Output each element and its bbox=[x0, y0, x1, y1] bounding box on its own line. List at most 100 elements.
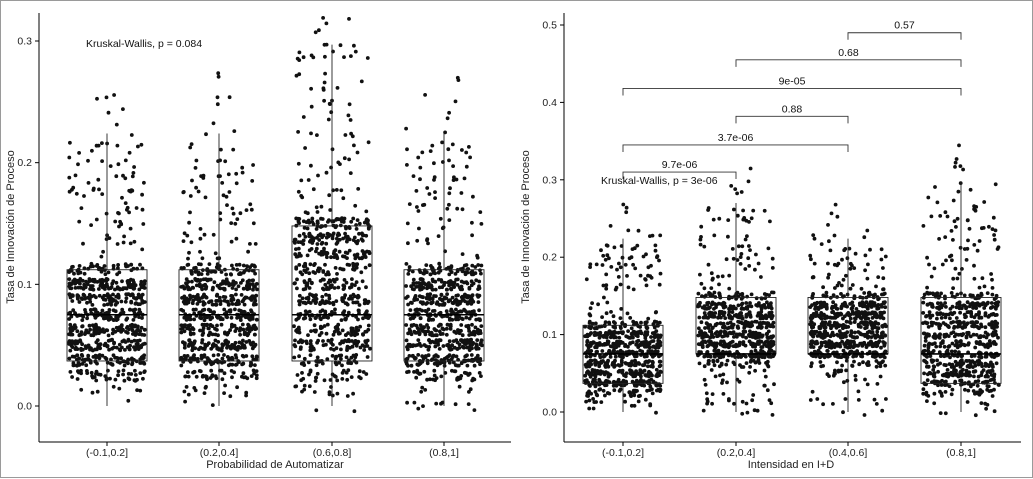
data-point bbox=[243, 297, 247, 301]
data-point bbox=[586, 333, 590, 337]
data-point bbox=[223, 331, 227, 335]
data-point bbox=[338, 162, 342, 166]
data-point bbox=[211, 403, 215, 407]
data-point bbox=[297, 162, 301, 166]
data-point bbox=[222, 295, 226, 299]
data-point bbox=[750, 305, 754, 309]
data-point bbox=[243, 346, 247, 350]
data-point bbox=[185, 277, 189, 281]
data-point bbox=[332, 278, 336, 282]
data-point bbox=[771, 413, 775, 417]
data-point bbox=[339, 224, 343, 228]
data-point bbox=[322, 99, 326, 103]
data-point bbox=[646, 274, 650, 278]
data-point bbox=[854, 252, 858, 256]
data-point bbox=[226, 355, 230, 359]
data-point bbox=[613, 326, 617, 330]
data-point bbox=[346, 394, 350, 398]
data-point bbox=[234, 288, 238, 292]
data-point bbox=[657, 371, 661, 375]
data-point bbox=[656, 335, 660, 339]
data-point bbox=[809, 398, 813, 402]
data-point bbox=[605, 311, 609, 315]
data-point bbox=[466, 282, 470, 286]
data-point bbox=[344, 133, 348, 137]
data-point bbox=[603, 324, 607, 328]
data-point bbox=[834, 316, 838, 320]
data-point bbox=[343, 232, 347, 236]
data-point bbox=[586, 339, 590, 343]
data-point bbox=[333, 286, 337, 290]
data-point bbox=[199, 227, 203, 231]
data-point bbox=[737, 304, 741, 308]
data-point bbox=[69, 370, 73, 374]
data-point bbox=[221, 279, 225, 283]
data-point bbox=[463, 360, 467, 364]
data-point bbox=[415, 324, 419, 328]
data-point bbox=[342, 268, 346, 272]
outlier-point bbox=[212, 121, 216, 125]
data-point bbox=[92, 187, 96, 191]
data-point bbox=[91, 391, 95, 395]
data-point bbox=[603, 372, 607, 376]
data-point bbox=[87, 345, 91, 349]
data-point bbox=[211, 345, 215, 349]
data-point bbox=[880, 331, 884, 335]
data-point bbox=[140, 143, 144, 147]
data-point bbox=[212, 233, 216, 237]
data-point bbox=[204, 386, 208, 390]
data-point bbox=[314, 376, 318, 380]
data-point bbox=[134, 373, 138, 377]
data-point bbox=[641, 371, 645, 375]
data-point bbox=[133, 308, 137, 312]
data-point bbox=[827, 273, 831, 277]
data-point bbox=[229, 272, 233, 276]
data-point bbox=[75, 354, 79, 358]
data-point bbox=[604, 258, 608, 262]
data-point bbox=[122, 369, 126, 373]
data-point bbox=[134, 333, 138, 337]
data-point bbox=[349, 171, 353, 175]
data-point bbox=[963, 388, 967, 392]
data-point bbox=[329, 110, 333, 114]
data-point bbox=[355, 344, 359, 348]
data-point bbox=[433, 175, 437, 179]
data-point bbox=[76, 295, 80, 299]
data-point bbox=[603, 383, 607, 387]
data-point bbox=[431, 309, 435, 313]
data-point bbox=[701, 345, 705, 349]
data-point bbox=[710, 368, 714, 372]
data-point bbox=[619, 316, 623, 320]
data-point bbox=[129, 372, 133, 376]
data-point bbox=[132, 171, 136, 175]
data-point bbox=[404, 127, 408, 131]
data-point bbox=[770, 291, 774, 295]
data-point bbox=[412, 288, 416, 292]
data-point bbox=[746, 256, 750, 260]
data-point bbox=[102, 303, 106, 307]
data-point bbox=[732, 257, 736, 261]
data-point bbox=[471, 377, 475, 381]
data-point bbox=[137, 308, 141, 312]
data-point bbox=[868, 248, 872, 252]
data-point bbox=[419, 316, 423, 320]
data-point bbox=[347, 158, 351, 162]
data-point bbox=[425, 238, 429, 242]
data-point bbox=[839, 292, 843, 296]
data-point bbox=[341, 341, 345, 345]
data-point bbox=[364, 340, 368, 344]
data-point bbox=[826, 372, 830, 376]
data-point bbox=[416, 156, 420, 160]
data-point bbox=[323, 81, 327, 85]
data-point bbox=[293, 281, 297, 285]
data-point bbox=[239, 318, 243, 322]
data-point bbox=[90, 374, 94, 378]
data-point bbox=[116, 211, 120, 215]
data-point bbox=[479, 272, 483, 276]
data-point bbox=[467, 402, 471, 406]
data-point bbox=[312, 187, 316, 191]
data-point bbox=[345, 378, 349, 382]
data-point bbox=[831, 342, 835, 346]
data-point bbox=[199, 237, 203, 241]
data-point bbox=[879, 364, 883, 368]
